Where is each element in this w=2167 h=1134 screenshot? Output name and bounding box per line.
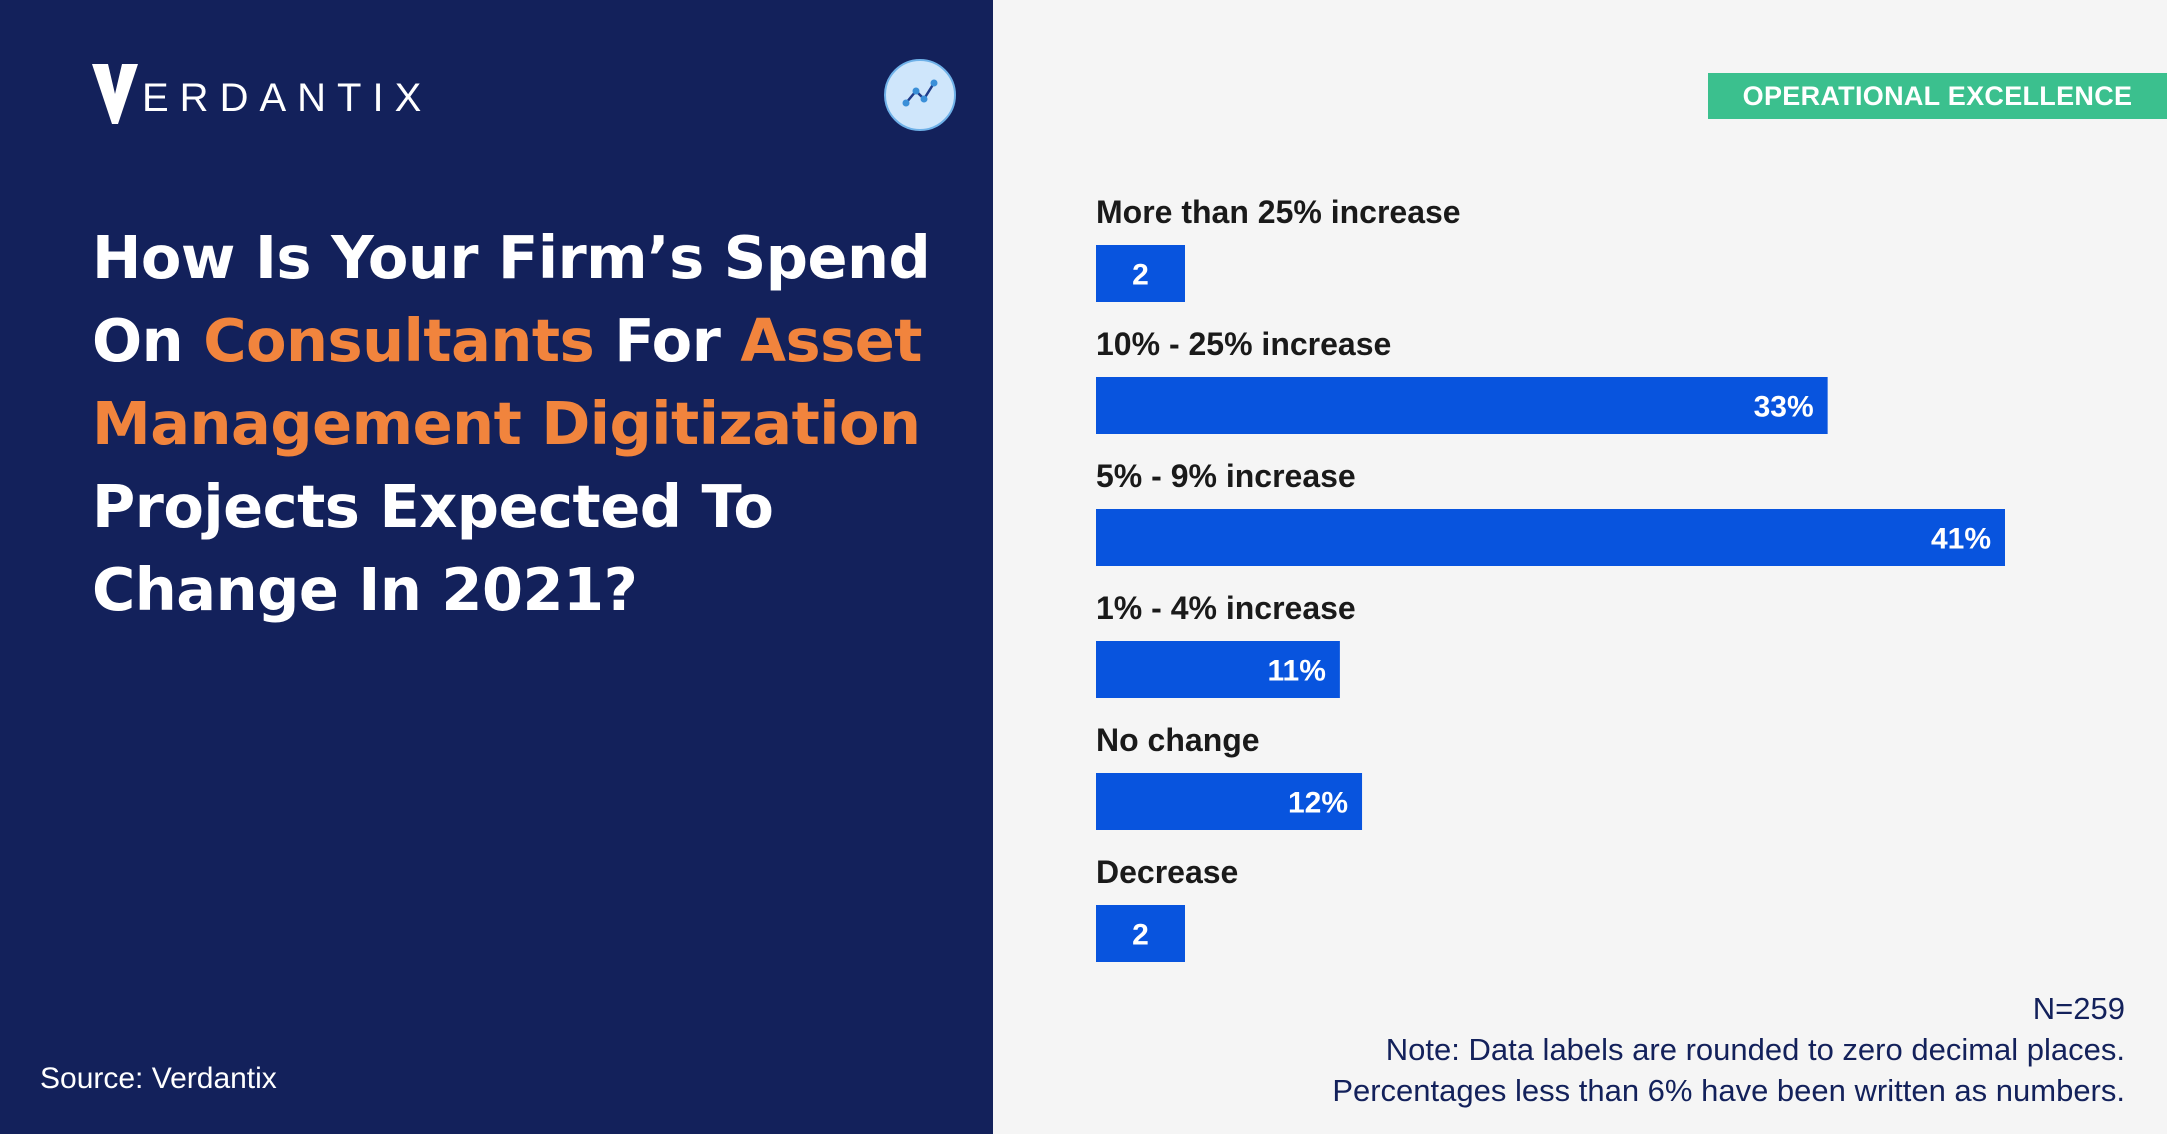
category-label: No change — [1096, 722, 1260, 758]
source-note: Source: Verdantix — [40, 1062, 277, 1095]
bar — [1096, 245, 1185, 302]
data-label: 11% — [1267, 655, 1325, 688]
title-highlight: Consultants — [203, 306, 595, 375]
brand-logo: ERDANTIX — [92, 58, 432, 128]
brand-name: ERDANTIX — [142, 76, 433, 120]
bar — [1096, 509, 2005, 566]
data-label: 2 — [1132, 259, 1149, 292]
title-highlight: Asset Management Digitization — [92, 306, 922, 458]
title-part: How Is Your Firm’s Spend On — [92, 223, 931, 375]
page-title: How Is Your Firm’s Spend On Consultants … — [92, 216, 952, 631]
category-label: 1% - 4% increase — [1096, 590, 1356, 626]
line-chart-icon — [884, 59, 956, 131]
title-part: Projects Expected To Change In 2021? — [92, 472, 774, 624]
left-panel: ERDANTIX How Is Your Firm’s Spend On Con… — [0, 0, 993, 1134]
data-label: 33% — [1754, 391, 1814, 424]
data-label: 41% — [1931, 523, 1991, 556]
bar — [1096, 905, 1185, 962]
bar — [1096, 773, 1363, 830]
title-part: For — [594, 306, 741, 375]
category-label: 10% - 25% increase — [1096, 326, 1391, 362]
category-label: Decrease — [1096, 854, 1238, 890]
bar — [1096, 641, 1340, 698]
category-label: 5% - 9% increase — [1096, 458, 1356, 494]
note-rounding: Note: Data labels are rounded to zero de… — [1385, 1032, 2125, 1067]
chart-notes: N=259 Note: Data labels are rounded to z… — [1332, 988, 2125, 1111]
bar — [1096, 377, 1828, 434]
verdantix-v-logo-icon — [92, 64, 138, 124]
sample-size: N=259 — [2032, 991, 2125, 1026]
data-label: 2 — [1132, 919, 1149, 952]
category-tag: OPERATIONAL EXCELLENCE — [1708, 73, 2167, 119]
data-label: 12% — [1288, 787, 1348, 820]
category-label: More than 25% increase — [1096, 194, 1461, 230]
note-percentages: Percentages less than 6% have been writt… — [1332, 1073, 2125, 1108]
